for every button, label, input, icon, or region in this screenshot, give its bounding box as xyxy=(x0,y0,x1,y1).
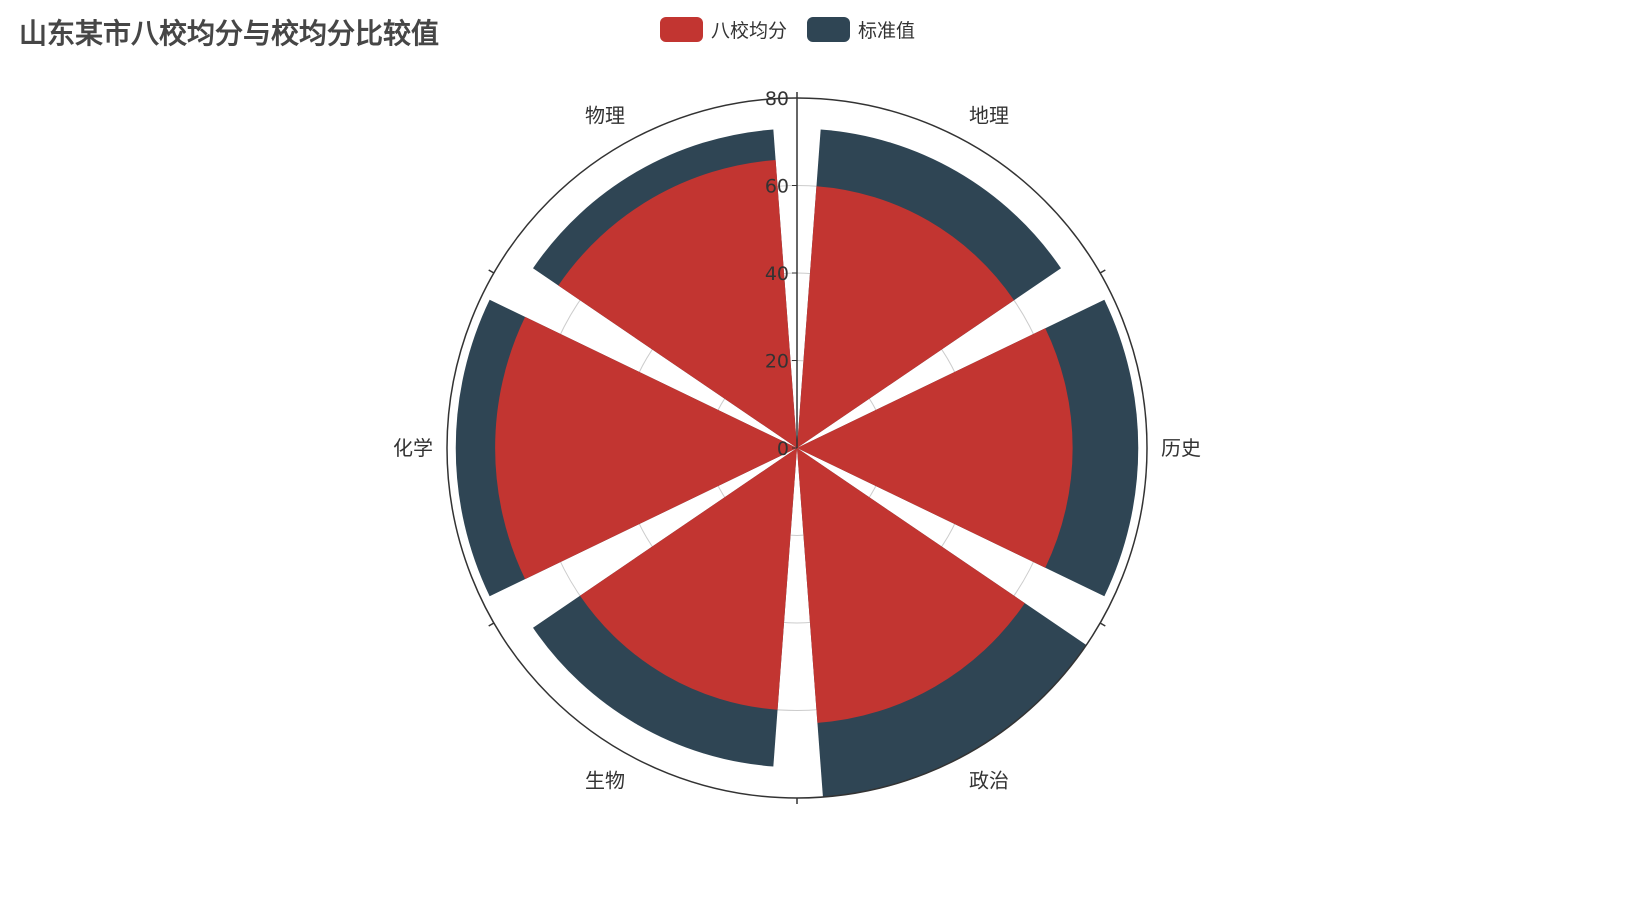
bar-layer xyxy=(455,129,1139,798)
angle-axis-tick xyxy=(1099,269,1106,274)
axis-layer xyxy=(446,92,1148,804)
chart-title: 山东某市八校均分与校均分比较值 xyxy=(19,17,440,50)
category-label: 化学 xyxy=(393,436,433,460)
radius-tick-label: 40 xyxy=(765,263,789,285)
category-label: 历史 xyxy=(1161,436,1201,460)
legend-label-series-1: 八校均分 xyxy=(711,20,788,42)
bar-average[interactable] xyxy=(797,328,1073,568)
radius-tick-label: 20 xyxy=(765,351,789,373)
bar-average[interactable] xyxy=(797,448,1025,723)
bar-average[interactable] xyxy=(558,160,797,448)
angle-axis-tick xyxy=(488,269,495,274)
legend: 八校均分 标准值 xyxy=(660,16,915,43)
legend-item-series-2[interactable]: 标准值 xyxy=(807,16,915,43)
angle-axis-tick xyxy=(488,622,495,627)
category-label: 生物 xyxy=(585,769,625,793)
category-label: 地理 xyxy=(969,103,1009,127)
radius-tick-label: 80 xyxy=(765,88,789,110)
legend-label-series-2: 标准值 xyxy=(858,20,916,42)
category-label: 政治 xyxy=(969,769,1009,793)
bar-average[interactable] xyxy=(797,186,1014,448)
bar-average[interactable] xyxy=(495,316,797,580)
angle-axis-tick xyxy=(1099,622,1106,627)
legend-swatch-series-2 xyxy=(807,17,851,42)
bar-average[interactable] xyxy=(580,448,797,710)
legend-item-series-1[interactable]: 八校均分 xyxy=(660,16,787,43)
legend-swatch-series-1 xyxy=(660,17,703,42)
radius-tick-label: 0 xyxy=(777,438,789,460)
radius-tick-label: 60 xyxy=(765,176,789,198)
category-label: 物理 xyxy=(585,103,625,127)
